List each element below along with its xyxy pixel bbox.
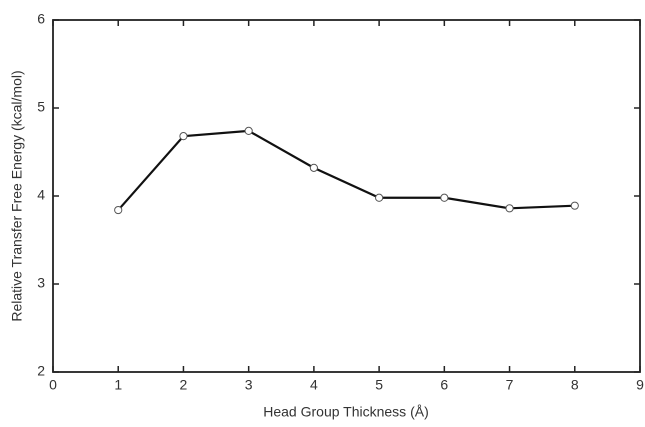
y-tick-label: 4 [37, 187, 45, 203]
marker [179, 132, 188, 141]
y-tick-label: 5 [37, 99, 45, 115]
x-tick-label: 6 [440, 377, 448, 393]
line [117, 129, 575, 211]
x-tick-label: 8 [571, 377, 579, 393]
y-tick-label: 2 [37, 363, 45, 379]
x-tick-label: 2 [180, 377, 188, 393]
x-tick-label: 9 [636, 377, 644, 393]
y-axis-label: Relative Transfer Free Energy (kcal/mol) [9, 70, 25, 321]
x-tick-label: 0 [49, 377, 57, 393]
x-tick-label: 5 [375, 377, 383, 393]
y-tick-label: 3 [37, 275, 45, 291]
marker [570, 201, 579, 210]
x-tick-label: 4 [310, 377, 318, 393]
x-tick-label: 1 [114, 377, 122, 393]
marker [244, 126, 253, 135]
marker [309, 163, 318, 172]
marker [440, 193, 449, 202]
plot-frame [52, 19, 641, 373]
x-tick-label: 3 [245, 377, 253, 393]
marker [375, 193, 384, 202]
x-tick-label: 7 [506, 377, 514, 393]
y-tick-label: 6 [37, 11, 45, 27]
x-axis-label: Head Group Thickness (Å) [263, 404, 428, 420]
marker [505, 204, 514, 213]
marker [114, 205, 123, 215]
